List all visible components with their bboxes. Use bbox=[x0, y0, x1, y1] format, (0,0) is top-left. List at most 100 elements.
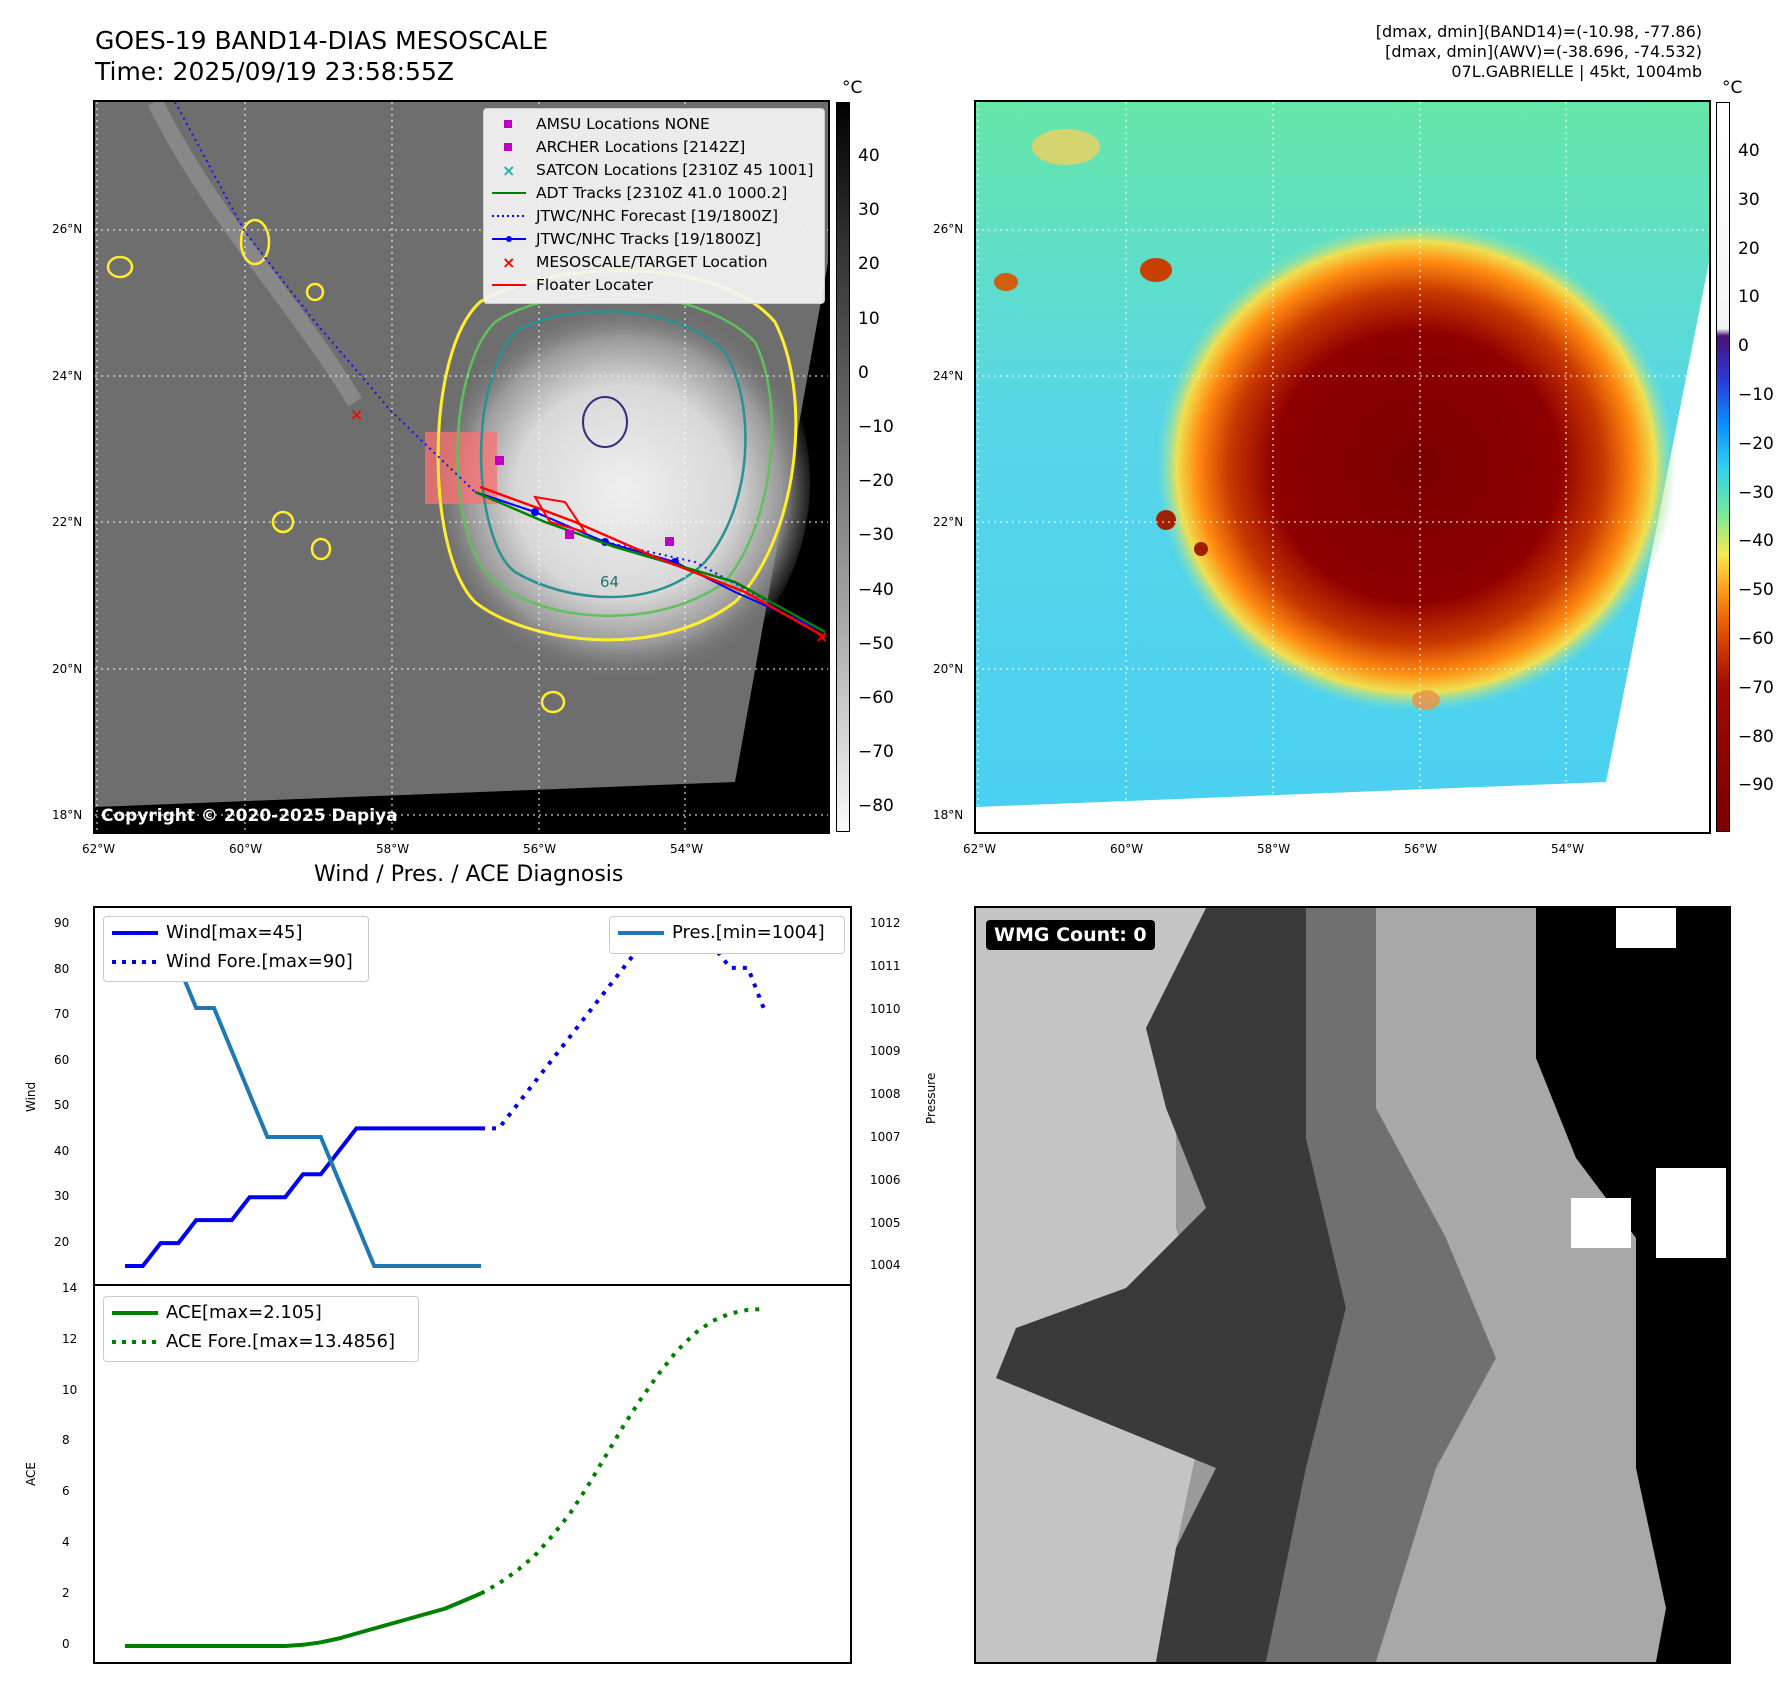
wmg-region bbox=[976, 908, 1216, 1662]
legend-wind-fore-swatch bbox=[112, 960, 158, 964]
wind-tick: 20 bbox=[54, 1234, 70, 1249]
awv-lon-tick: 58°W bbox=[1257, 842, 1291, 856]
wmg-region bbox=[996, 908, 1346, 1662]
ir-colorbar-tick: 10 bbox=[858, 308, 880, 329]
legend-wind: Wind[max=45] bbox=[104, 919, 368, 948]
legend-pres-label: Pres.[min=1004] bbox=[672, 922, 825, 943]
jtwc-track bbox=[474, 491, 826, 633]
wind-tick: 80 bbox=[54, 961, 70, 976]
wind-legend: Wind[max=45] Wind Fore.[max=90] bbox=[103, 916, 369, 982]
legend-label: MESOSCALE/TARGET Location bbox=[536, 253, 768, 271]
awv-panel bbox=[974, 100, 1711, 834]
pressure-tick: 1006 bbox=[870, 1172, 901, 1187]
cloud-cell bbox=[305, 282, 325, 302]
legend-wind-fore: Wind Fore.[max=90] bbox=[104, 948, 368, 977]
wind-tick: 70 bbox=[54, 1007, 70, 1021]
ace-tick: 4 bbox=[62, 1535, 70, 1549]
awv-colorbar-tick: −40 bbox=[1738, 531, 1774, 552]
adt-track bbox=[474, 490, 826, 634]
ir-satellite-panel: 64 × × Copyright © 2020-2025 Dapiya AMSU… bbox=[93, 100, 830, 834]
ace-chart: ACE[max=2.105] ACE Fore.[max=13.4856] bbox=[93, 1284, 852, 1664]
legend-label: SATCON Locations [2310Z 45 1001] bbox=[536, 161, 814, 179]
legend-entry: Floater Locater bbox=[484, 274, 824, 297]
floater-locater bbox=[479, 485, 826, 639]
cloud-cell bbox=[106, 255, 134, 279]
target-marker: × bbox=[815, 627, 828, 646]
ir-colorbar-tick: 0 bbox=[858, 362, 869, 383]
legend-entry: ARCHER Locations [2142Z] bbox=[484, 136, 824, 159]
ace-tick: 2 bbox=[62, 1585, 70, 1600]
awv-cell bbox=[1156, 510, 1176, 530]
legend-label: ADT Tracks [2310Z 41.0 1000.2] bbox=[536, 184, 788, 202]
target-marker: × bbox=[350, 405, 363, 424]
cloud-cell bbox=[310, 537, 332, 561]
ir-lat-tick: 22°N bbox=[52, 515, 83, 529]
awv-lon-tick: 60°W bbox=[1110, 842, 1144, 856]
awv-storm bbox=[1156, 222, 1676, 712]
ir-colorbar-tick: −50 bbox=[858, 633, 894, 654]
ir-colorbar-tick: −10 bbox=[858, 417, 894, 437]
ir-colorbar-tick: −20 bbox=[858, 471, 894, 492]
cloud-cell bbox=[540, 690, 566, 714]
ir-colorbar-tick: −30 bbox=[858, 525, 894, 546]
awv-cell bbox=[994, 273, 1018, 291]
legend-wind-label: Wind[max=45] bbox=[166, 922, 303, 943]
ir-colorbar-tick: −40 bbox=[858, 579, 894, 600]
awv-colorbar-tick: −70 bbox=[1738, 677, 1774, 698]
legend-swatch bbox=[492, 284, 526, 286]
legend-entry: AMSU Locations NONE bbox=[484, 113, 824, 136]
legend-entry: × SATCON Locations [2310Z 45 1001] bbox=[484, 159, 824, 182]
ir-colorbar-tick: 20 bbox=[858, 254, 880, 275]
track-point bbox=[531, 508, 539, 516]
ace-tick: 10 bbox=[62, 1382, 78, 1397]
svg-text:×: × bbox=[502, 161, 515, 180]
wmg-region bbox=[1376, 908, 1666, 1662]
legend-entry: JTWC/NHC Tracks [19/1800Z] bbox=[484, 228, 824, 251]
wmg-region bbox=[1536, 908, 1729, 1662]
wmg-panel: WMG Count: 0 bbox=[974, 906, 1731, 1664]
awv-lat-tick: 22°N bbox=[933, 515, 964, 529]
legend-entry: ADT Tracks [2310Z 41.0 1000.2] bbox=[484, 182, 824, 205]
ir-colorbar-tick: −80 bbox=[858, 796, 894, 817]
stats-awv: [dmax, dmin](AWV)=(-38.696, -74.532) bbox=[1385, 42, 1702, 61]
legend-pres-swatch bbox=[618, 931, 664, 935]
awv-colorbar-tick: 0 bbox=[1738, 336, 1749, 357]
legend-ace-label: ACE[max=2.105] bbox=[166, 1302, 322, 1323]
awv-lat-tick: 18°N bbox=[933, 808, 964, 822]
awv-map bbox=[976, 102, 1709, 832]
legend-swatch bbox=[492, 215, 526, 217]
wind-tick: 60 bbox=[54, 1052, 70, 1067]
awv-lon-tick: 56°W bbox=[1404, 842, 1438, 856]
pressure-tick: 1005 bbox=[870, 1215, 901, 1230]
wmg-count-label: WMG Count: 0 bbox=[986, 920, 1155, 950]
stats-band14: [dmax, dmin](BAND14)=(-10.98, -77.86) bbox=[1375, 22, 1702, 41]
wind-tick: 50 bbox=[54, 1098, 70, 1112]
contour-label: 64 bbox=[600, 573, 619, 591]
ir-colorbar-tick: −60 bbox=[858, 688, 894, 708]
diagnosis-title: Wind / Pres. / ACE Diagnosis bbox=[314, 862, 624, 887]
legend-swatch bbox=[504, 120, 512, 128]
awv-colorbar-tick: 40 bbox=[1738, 141, 1760, 161]
pressure-tick: 1011 bbox=[870, 958, 901, 973]
awv-cell bbox=[1140, 258, 1172, 282]
ace-tick: 12 bbox=[62, 1331, 78, 1346]
pressure-tick: 1010 bbox=[870, 1001, 901, 1016]
legend-ace-fore: ACE Fore.[max=13.4856] bbox=[104, 1328, 418, 1357]
awv-cell bbox=[1412, 690, 1440, 710]
ir-lon-tick: 54°W bbox=[670, 842, 704, 856]
awv-colorbar-tick: −90 bbox=[1738, 775, 1774, 796]
awv-colorbar-tick: −10 bbox=[1738, 385, 1774, 405]
awv-colorbar-tick: −60 bbox=[1738, 629, 1774, 649]
wind-tick: 30 bbox=[54, 1189, 70, 1203]
legend-label: AMSU Locations NONE bbox=[536, 115, 710, 133]
wmg-map bbox=[976, 908, 1729, 1662]
copyright-text: Copyright © 2020-2025 Dapiya bbox=[101, 806, 398, 826]
ir-lon-tick: 58°W bbox=[376, 842, 410, 856]
awv-cell bbox=[1194, 542, 1208, 556]
awv-colorbar-tick: −50 bbox=[1738, 580, 1774, 601]
legend-label: ARCHER Locations [2142Z] bbox=[536, 138, 746, 156]
wind-forecast-line bbox=[481, 942, 768, 1131]
awv-lat-tick: 24°N bbox=[933, 368, 964, 383]
awv-lon-tick: 54°W bbox=[1551, 842, 1585, 856]
legend-ace-fore-label: ACE Fore.[max=13.4856] bbox=[166, 1331, 395, 1352]
